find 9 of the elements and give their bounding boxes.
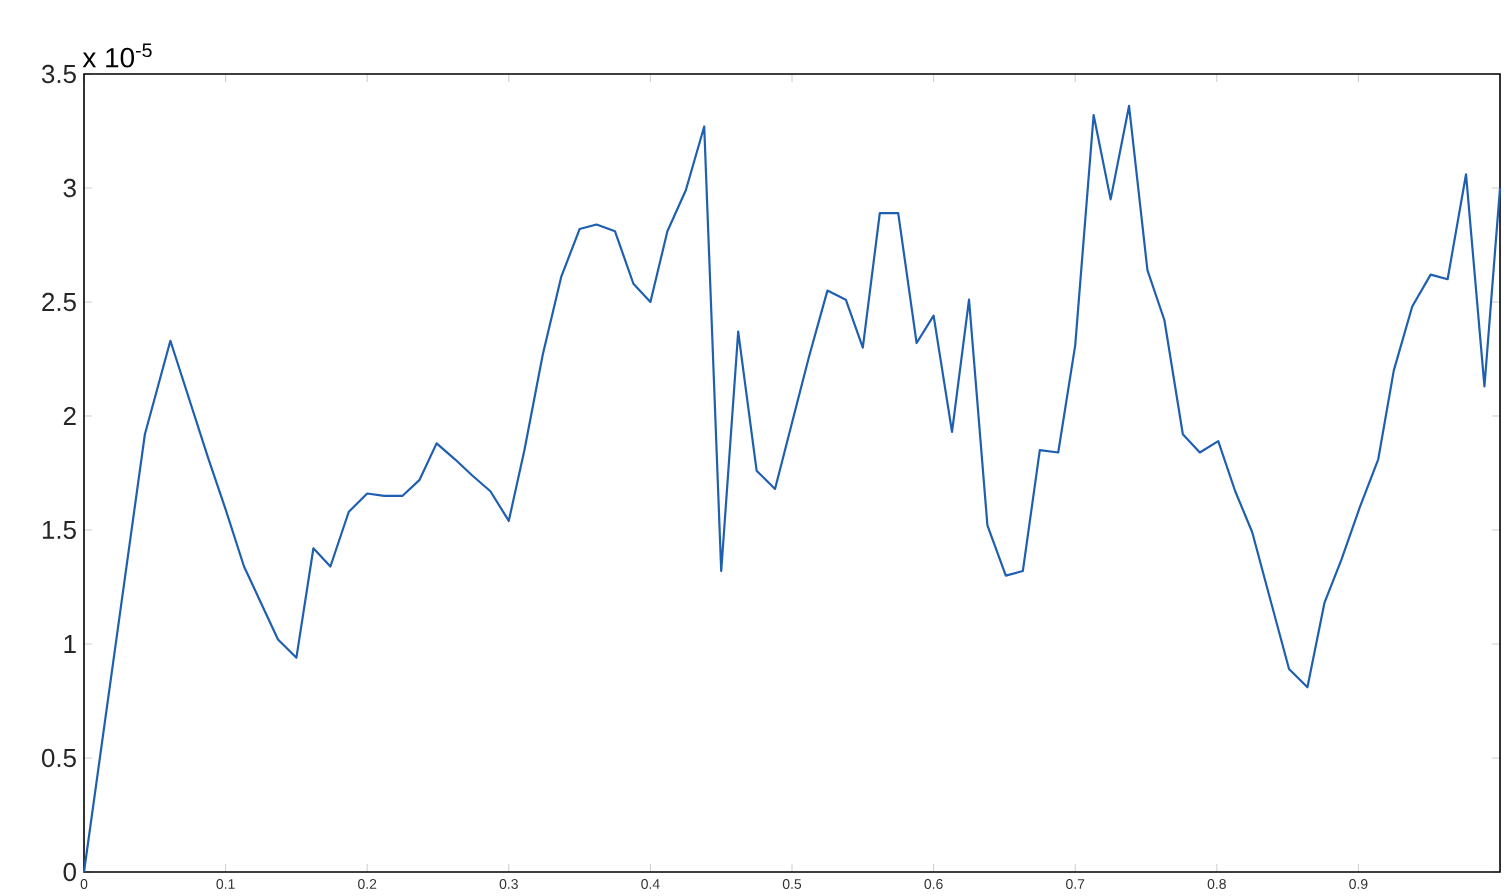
y-tick-label: 1.5	[42, 520, 76, 540]
y-tick-label: 3.5	[41, 64, 76, 84]
y-tick-label: 3	[63, 178, 76, 198]
text: x 10$^{-5}$	[82, 43, 152, 68]
y-tick-label: 0.5	[41, 748, 76, 768]
y-tick-label: 2.5	[42, 292, 76, 312]
y-tick-label: 2	[63, 406, 76, 426]
y-tick-label: 1	[64, 635, 76, 653]
line-series	[82, 104, 1502, 874]
